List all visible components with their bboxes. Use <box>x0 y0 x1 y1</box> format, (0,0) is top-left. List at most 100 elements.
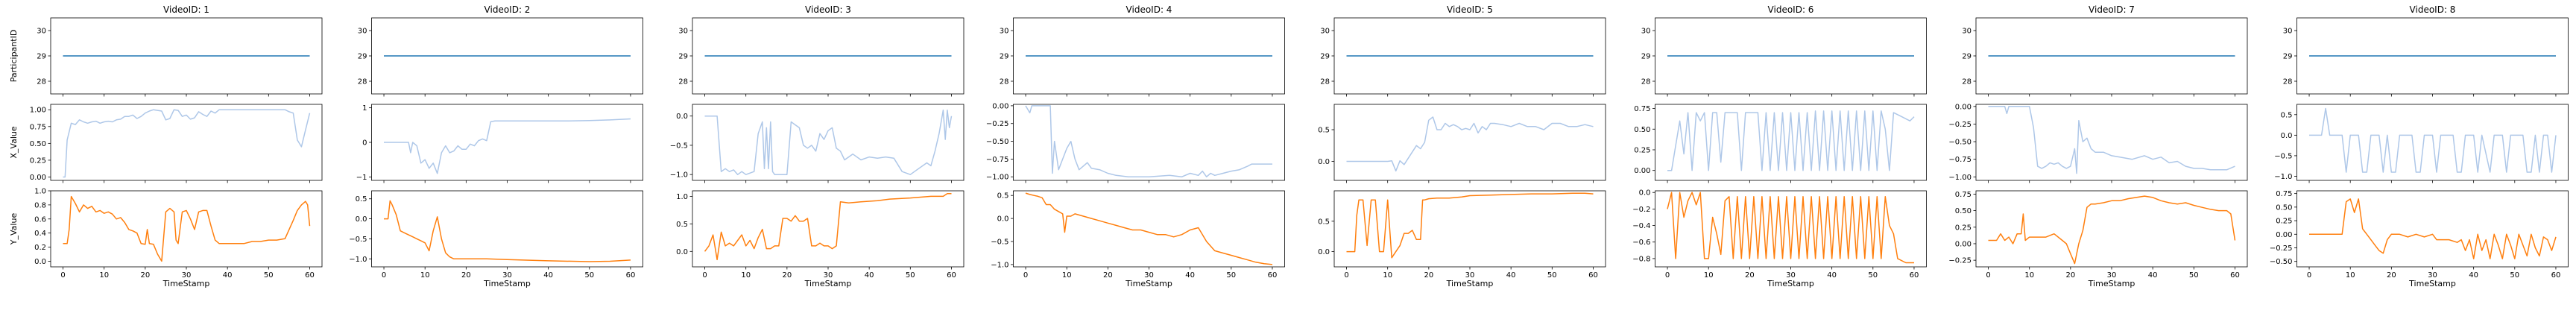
y-tick-label: 28 <box>37 78 46 86</box>
panel-8-x_value: −1.0 −0.5 0.0 0.5 <box>2274 104 2569 183</box>
y-tick-label: 0.0 <box>34 258 46 266</box>
panel-title: VideoID: 8 <box>2410 4 2456 15</box>
x-tick-label: 0 <box>1344 271 1348 280</box>
panel-4-x_value: −1.00 −0.75 −0.50 −0.25 0.00 <box>986 102 1285 183</box>
y-axis-title: ParticipantID <box>9 30 19 83</box>
y-tick-label: 28 <box>2283 78 2293 86</box>
x-tick-label: 30 <box>824 271 833 280</box>
y-tick-label: 29 <box>358 53 367 61</box>
series-line-x_value <box>1025 105 1272 177</box>
y-tick-label: −1.0 <box>670 171 688 180</box>
y-tick-label: −0.5 <box>2274 152 2292 160</box>
y-tick-label: 28 <box>1320 78 1330 86</box>
x-tick-label: 20 <box>2387 271 2396 280</box>
x-tick-label: 0 <box>60 271 65 280</box>
y-tick-label: 0.0 <box>356 215 367 224</box>
x-tick-label: 30 <box>502 271 512 280</box>
x-axis-title: TimeStamp <box>2408 279 2456 288</box>
y-tick-label: 28 <box>678 78 688 86</box>
y-tick-label: 0.25 <box>1955 224 1972 232</box>
panel-8-participant: VideoID: 8 28 29 30 <box>2283 4 2569 97</box>
y-tick-label: −0.2 <box>1632 206 1650 214</box>
x-tick-label: 20 <box>1424 271 1433 280</box>
y-tick-label: 0.00 <box>2276 231 2292 239</box>
y-tick-label: 29 <box>1962 53 1972 61</box>
y-tick-label: −0.75 <box>986 156 1009 164</box>
panel-2-participant: VideoID: 2 28 29 30 <box>358 4 643 97</box>
y-tick-label: 0.25 <box>2276 218 2292 226</box>
x-tick-label: 30 <box>1786 271 1796 280</box>
panel-7-x_value: −1.00 −0.75 −0.50 −0.25 0.00 <box>1948 103 2248 183</box>
y-tick-label: −1.0 <box>2274 173 2292 181</box>
x-tick-label: 20 <box>461 271 471 280</box>
y-tick-label: 0.00 <box>30 174 46 182</box>
panel-8-y_value: −0.50 −0.25 0.00 0.25 0.50 0.75 0 10 20 30 40 50 60 T… <box>2270 190 2569 288</box>
series-line-x_value <box>2309 107 2557 173</box>
series-line-y_value <box>2309 198 2557 259</box>
x-tick-label: 30 <box>1144 271 1154 280</box>
y-tick-label: 0.5 <box>1318 127 1330 135</box>
x-tick-label: 60 <box>305 271 315 280</box>
x-tick-label: 20 <box>1103 271 1113 280</box>
y-tick-label: −0.4 <box>1632 222 1650 230</box>
series-line-y_value <box>704 192 952 261</box>
panel-4-participant: VideoID: 4 28 29 30 <box>1000 4 1285 97</box>
y-tick-label: −0.75 <box>1948 156 1972 164</box>
x-tick-label: 40 <box>223 271 233 280</box>
y-tick-label: 0.25 <box>30 157 46 165</box>
panel-5-x_value: 0.0 0.5 <box>1318 104 1606 183</box>
y-tick-label: −0.50 <box>986 138 1009 146</box>
series-line-y_value <box>1988 195 2236 265</box>
x-tick-label: 50 <box>264 271 274 280</box>
y-tick-label: 30 <box>678 28 688 36</box>
x-tick-label: 20 <box>140 271 150 280</box>
x-tick-label: 50 <box>2189 271 2199 280</box>
y-tick-label: 30 <box>1320 28 1330 36</box>
x-tick-label: 50 <box>584 271 594 280</box>
y-tick-label: 30 <box>1962 28 1972 36</box>
x-tick-label: 0 <box>2307 271 2311 280</box>
y-tick-label: −1.00 <box>1948 174 1972 182</box>
series-line-x_value <box>704 110 953 175</box>
y-tick-label: 0.00 <box>1955 103 1972 111</box>
panel-4-y_value: −1.0 −0.5 0.0 0.5 0 10 20 30 40 50 60 TimeStamp <box>991 190 1285 288</box>
y-tick-label: 0.75 <box>30 123 46 131</box>
x-tick-label: 0 <box>1023 271 1028 280</box>
panel-title: VideoID: 7 <box>2089 4 2135 15</box>
y-tick-label: 0.75 <box>2276 190 2292 198</box>
x-tick-label: 10 <box>1062 271 1072 280</box>
y-tick-label: 29 <box>678 53 688 61</box>
y-tick-label: 0.00 <box>1955 240 1972 248</box>
x-tick-label: 30 <box>1465 271 1475 280</box>
x-tick-label: 50 <box>906 271 915 280</box>
series-line-x_value <box>1988 106 2235 174</box>
y-tick-label: 0.25 <box>1634 146 1650 154</box>
panel-3-x_value: −1.0 −0.5 0.0 <box>670 104 965 183</box>
y-tick-label: −1.0 <box>991 261 1008 269</box>
y-tick-label: 0.5 <box>1318 218 1330 226</box>
x-tick-label: 10 <box>1383 271 1392 280</box>
panel-7-participant: VideoID: 7 28 29 30 <box>1962 4 2248 97</box>
x-tick-label: 20 <box>782 271 792 280</box>
x-tick-label: 20 <box>1745 271 1755 280</box>
x-tick-label: 40 <box>2469 271 2478 280</box>
panel-2-y_value: −1.0 −0.5 0.0 0.5 0 10 20 30 40 50 60 TimeStamp <box>349 190 643 288</box>
y-tick-label: 0.0 <box>676 113 688 121</box>
y-tick-label: 1.0 <box>34 188 46 196</box>
panel-2-x_value: −1 0 1 <box>356 104 643 183</box>
y-tick-label: −0.8 <box>1632 255 1650 263</box>
x-tick-label: 60 <box>1910 271 1919 280</box>
y-tick-label: −0.5 <box>670 142 688 150</box>
series-line-y_value <box>63 195 311 262</box>
y-tick-label: 0.8 <box>34 201 46 209</box>
x-tick-label: 40 <box>1185 271 1195 280</box>
x-tick-label: 10 <box>2024 271 2034 280</box>
x-tick-label: 30 <box>2107 271 2117 280</box>
series-line-y_value <box>384 200 631 262</box>
x-tick-label: 50 <box>1547 271 1557 280</box>
panel-6-y_value: −0.8 −0.6 −0.4 −0.2 0.0 0 10 20 30 40 50 60 TimeStam… <box>1632 189 1927 288</box>
y-tick-label: 0.50 <box>2276 203 2292 212</box>
panel-1-x_value: 0.00 0.25 0.50 0.75 1.00 X_Value <box>9 104 323 183</box>
y-tick-label: 0.2 <box>34 244 46 252</box>
